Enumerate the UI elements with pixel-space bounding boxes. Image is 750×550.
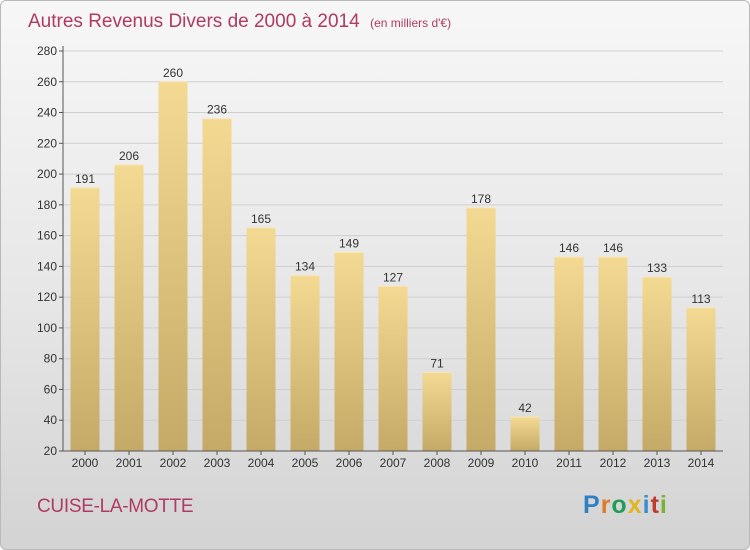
data-label: 134: [295, 260, 315, 274]
x-tick-label: 2006: [336, 456, 363, 470]
bar: [686, 307, 716, 451]
bar: [70, 187, 100, 451]
y-tick-label: 20: [44, 444, 58, 458]
data-label: 146: [603, 241, 623, 255]
bar: [378, 286, 408, 451]
x-tick-label: 2002: [160, 456, 187, 470]
x-tick-label: 2004: [248, 456, 275, 470]
logo-letter: i: [642, 491, 651, 519]
x-tick-label: 2001: [116, 456, 143, 470]
chart-title-main: Autres Revenus Divers de 2000 à 2014: [28, 11, 360, 32]
data-label: 71: [430, 357, 444, 371]
y-tick-label: 140: [37, 259, 57, 273]
data-label: 178: [471, 192, 491, 206]
data-label: 127: [383, 270, 403, 284]
bar: [158, 81, 188, 452]
y-tick-label: 200: [37, 167, 57, 181]
x-tick-label: 2013: [644, 456, 671, 470]
y-tick-label: 80: [44, 352, 58, 366]
logo-letter: P: [583, 491, 601, 519]
bar: [466, 207, 496, 451]
data-label: 146: [559, 241, 579, 255]
bar: [246, 227, 276, 451]
logo-letter: i: [659, 491, 668, 519]
x-tick-label: 2007: [380, 456, 407, 470]
x-tick-label: 2003: [204, 456, 231, 470]
y-tick-label: 60: [44, 382, 58, 396]
x-tick-label: 2011: [556, 456, 582, 470]
logo-letter: x: [627, 491, 643, 519]
logo-letter: r: [600, 491, 612, 519]
y-tick-label: 240: [37, 106, 57, 120]
x-tick-label: 2000: [72, 456, 99, 470]
x-tick-label: 2005: [292, 456, 319, 470]
data-label: 206: [119, 149, 139, 163]
city-name: CUISE-LA-MOTTE: [37, 496, 194, 517]
y-tick-label: 40: [44, 413, 58, 427]
bar: [422, 372, 452, 451]
data-label: 236: [207, 103, 227, 117]
y-tick-label: 120: [37, 290, 57, 304]
bar: [554, 257, 584, 451]
chart-title-unit: (en milliers d'€): [370, 16, 452, 30]
data-label: 260: [163, 66, 183, 80]
data-label: 149: [339, 237, 359, 251]
y-tick-label: 260: [37, 75, 57, 89]
x-tick-label: 2010: [512, 456, 539, 470]
y-tick-label: 220: [37, 136, 57, 150]
bar: [290, 275, 320, 451]
x-tick-label: 2009: [468, 456, 495, 470]
x-tick-label: 2008: [424, 456, 451, 470]
y-tick-label: 100: [37, 321, 57, 335]
bar: [510, 417, 540, 451]
bar: [642, 277, 672, 451]
data-label: 42: [518, 401, 532, 415]
x-tick-label: 2012: [600, 456, 627, 470]
logo-letter: t: [650, 491, 660, 519]
data-label: 165: [251, 212, 271, 226]
y-tick-label: 280: [37, 44, 57, 58]
bar: [334, 252, 364, 451]
chart-title: Autres Revenus Divers de 2000 à 2014 (en…: [28, 11, 451, 33]
data-label: 133: [647, 261, 667, 275]
bar: [598, 257, 628, 451]
y-tick-label: 160: [37, 229, 57, 243]
proxiti-logo: Proxiti: [583, 491, 668, 520]
x-tick-label: 2014: [688, 456, 715, 470]
bar: [114, 164, 144, 451]
data-label: 191: [75, 172, 95, 186]
bar: [202, 118, 232, 451]
y-tick-label: 180: [37, 198, 57, 212]
data-label: 113: [691, 292, 710, 306]
logo-letter: o: [611, 491, 628, 519]
